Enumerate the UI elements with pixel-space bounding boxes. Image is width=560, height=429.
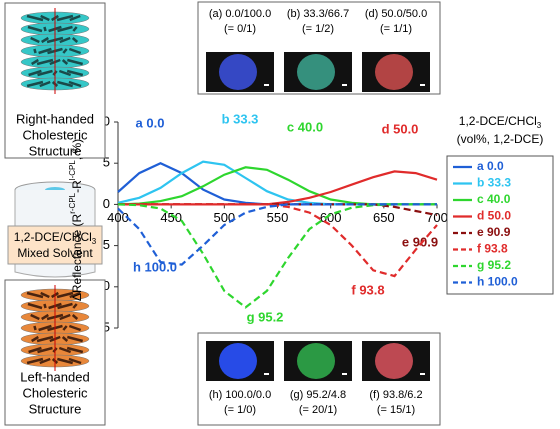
series-label: h 100.0 [133, 259, 177, 274]
x-tick-label: 500 [213, 210, 235, 225]
legend-label: g 95.2 [477, 258, 511, 272]
legend-label: e 90.9 [477, 225, 511, 239]
photo-sample [297, 54, 335, 90]
molecule [44, 304, 45, 308]
series-label: d 50.0 [382, 121, 419, 136]
sample-fraction: (= 20/1) [299, 404, 337, 416]
series-line [118, 162, 437, 205]
photo-sample [375, 54, 413, 90]
molecule [34, 326, 35, 330]
structure-label: Right-handed [16, 111, 94, 126]
y-axis-label: ΔReflectance (Rr-CPL-Rl-CPL, %) [68, 139, 84, 301]
legend-title: (vol%, 1,2-DCE) [457, 132, 544, 146]
photo-sample [219, 54, 257, 90]
solvent-label: 1,2-DCE/CHCl3 [14, 230, 97, 246]
y-tick-label: 0 [103, 196, 110, 211]
photo-sample [297, 343, 335, 379]
molecule [44, 27, 45, 31]
scale-bar [264, 373, 269, 375]
series-label: g 95.2 [247, 309, 284, 324]
y-label-part: -R [70, 180, 84, 193]
series-label: c 40.0 [287, 119, 323, 134]
structure-label: Structure [29, 401, 82, 416]
scale-bar [420, 373, 425, 375]
scale-bar [264, 84, 269, 86]
y-label-sup: r-CPL [68, 192, 77, 213]
legend-label: f 93.8 [477, 242, 508, 256]
legend-title-sub: 3 [537, 121, 542, 130]
sample-ratio: (a) 0.0/100.0 [209, 8, 271, 20]
structure-label: Left-handed [20, 369, 89, 384]
photo-sample [375, 343, 413, 379]
legend-title: 1,2-DCE/CHCl3 [459, 114, 542, 130]
molecule [34, 49, 35, 53]
x-tick-label: 700 [426, 210, 448, 225]
scale-bar [420, 84, 425, 86]
scale-bar [342, 373, 347, 375]
plot: -15-10-50510400450500550600650700a 0.0a … [5, 2, 553, 425]
x-tick-label: 450 [160, 210, 182, 225]
series-label: e 90.9 [402, 234, 438, 249]
solvent-part: 1,2-DCE/CHCl [14, 230, 92, 244]
y-label-part: ΔReflectance (R [70, 213, 84, 301]
legend-label: a 0.0 [477, 159, 504, 173]
series-label: b 33.3 [222, 111, 259, 126]
photo-sample [219, 343, 257, 379]
x-tick-label: 650 [373, 210, 395, 225]
scale-bar [342, 84, 347, 86]
legend-label: d 50.0 [477, 209, 511, 223]
series-label: a 0.0 [136, 115, 165, 130]
y-label-sup: l-CPL [68, 160, 77, 181]
sample-ratio: (b) 33.3/66.7 [287, 8, 349, 20]
sample-fraction: (= 1/2) [302, 23, 334, 35]
legend-label: b 33.3 [477, 176, 511, 190]
y-label-part: , %) [70, 139, 84, 160]
sample-fraction: (= 1/0) [224, 404, 256, 416]
sample-fraction: (= 1/1) [380, 23, 412, 35]
sample-ratio: (h) 100.0/0.0 [209, 389, 271, 401]
structure-label: Cholesteric [22, 385, 88, 400]
legend-label: h 100.0 [477, 275, 518, 289]
series-label: f 93.8 [351, 282, 384, 297]
sample-ratio: (g) 95.2/4.8 [290, 389, 346, 401]
figure: -15-10-50510400450500550600650700a 0.0a … [0, 0, 560, 429]
legend-label: c 40.0 [477, 192, 511, 206]
x-tick-label: 550 [267, 210, 289, 225]
solvent-sub: 3 [92, 237, 97, 246]
legend-title-part: 1,2-DCE/CHCl [459, 114, 537, 128]
sample-ratio: (f) 93.8/6.2 [369, 389, 422, 401]
sample-fraction: (= 15/1) [377, 404, 415, 416]
sample-fraction: (= 0/1) [224, 23, 256, 35]
sample-ratio: (d) 50.0/50.0 [365, 8, 427, 20]
